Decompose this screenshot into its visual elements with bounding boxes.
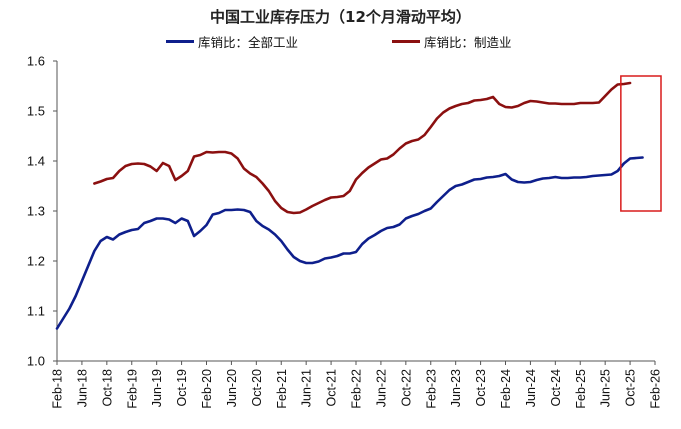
legend-label-manufacturing: 库销比：制造业 bbox=[424, 35, 512, 50]
series-line-manufacturing bbox=[93, 81, 632, 215]
x-tick-label: Feb-24 bbox=[499, 369, 513, 409]
legend-swatch-manufacturing bbox=[392, 40, 420, 43]
x-tick-label: Oct-18 bbox=[100, 369, 114, 407]
x-tick-label: Oct-25 bbox=[624, 369, 638, 407]
legend-item-all-industry: 库销比：全部工业 bbox=[166, 32, 298, 51]
series-line-all-industry bbox=[55, 156, 644, 330]
x-tick-label: Jun-19 bbox=[150, 369, 164, 407]
x-tick-label: Feb-20 bbox=[200, 369, 214, 409]
axes: 1.0 1.1 1.2 1.3 1.4 1.5 1.6 Feb-18 Jun-18 Oct-18 F… bbox=[27, 54, 663, 409]
x-tick-label: Feb-25 bbox=[574, 369, 588, 409]
x-tick-label: Feb-19 bbox=[125, 369, 139, 409]
x-tick-label: Oct-24 bbox=[549, 369, 563, 407]
chart-title: 中国工业库存压力（12个月滑动平均） bbox=[210, 8, 471, 26]
x-tick-label: Feb-22 bbox=[350, 369, 364, 409]
x-tick-label: Jun-21 bbox=[300, 369, 314, 407]
x-tick-label: Feb-26 bbox=[649, 369, 663, 409]
x-tick-label: Jun-23 bbox=[449, 369, 463, 407]
x-tick-label: Oct-20 bbox=[250, 369, 264, 407]
legend-item-manufacturing: 库销比：制造业 bbox=[392, 32, 512, 51]
series-layer bbox=[55, 81, 644, 330]
y-tick-label: 1.4 bbox=[27, 154, 45, 169]
y-tick-label: 1.6 bbox=[27, 54, 45, 69]
y-tick-label: 1.1 bbox=[27, 304, 45, 319]
x-tick-label: Oct-21 bbox=[325, 369, 339, 407]
x-tick-label: Feb-21 bbox=[275, 369, 289, 409]
y-tick-label: 1.0 bbox=[27, 354, 45, 369]
y-tick-label: 1.2 bbox=[27, 254, 45, 269]
highlight-box bbox=[620, 75, 662, 212]
legend-swatch-all-industry bbox=[166, 40, 194, 43]
legend-label-all-industry: 库销比：全部工业 bbox=[198, 35, 299, 50]
x-tick-label: Jun-24 bbox=[524, 369, 538, 407]
x-tick-label: Oct-19 bbox=[175, 369, 189, 407]
x-tick-label: Jun-22 bbox=[374, 369, 388, 407]
y-tick-label: 1.3 bbox=[27, 204, 45, 219]
x-tick-label: Oct-23 bbox=[474, 369, 488, 407]
x-tick-label: Jun-20 bbox=[225, 369, 239, 407]
x-tick-label: Feb-18 bbox=[51, 369, 65, 409]
x-tick-label: Jun-25 bbox=[599, 369, 613, 407]
x-tick-label: Feb-23 bbox=[424, 369, 438, 409]
y-tick-label: 1.5 bbox=[27, 104, 45, 119]
x-tick-label: Jun-18 bbox=[75, 369, 89, 407]
x-tick-label: Oct-22 bbox=[399, 369, 413, 407]
